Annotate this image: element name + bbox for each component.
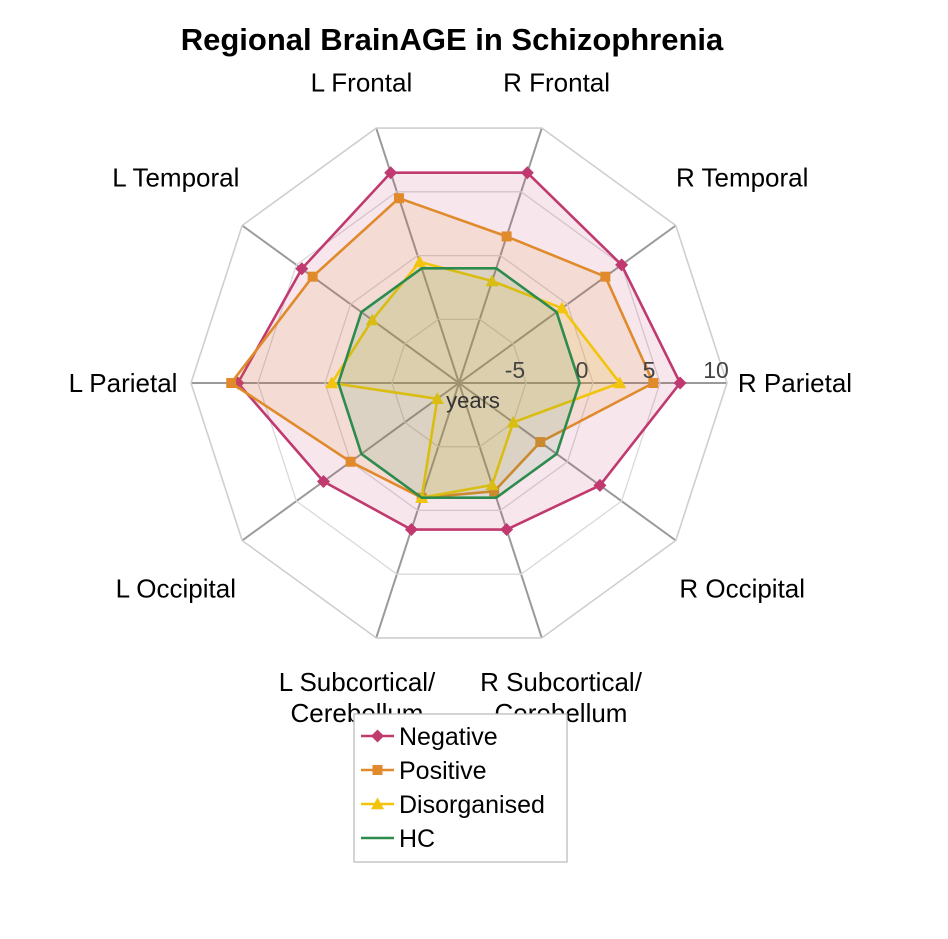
category-label-l-occipital: L Occipital: [116, 574, 236, 604]
point-disorganised-r-temporal: [555, 301, 569, 314]
category-label-line: R Temporal: [676, 162, 808, 192]
series-fill-hc: [338, 268, 580, 498]
category-label-line: L Occipital: [116, 574, 236, 604]
category-label-l-temporal: L Temporal: [112, 162, 239, 192]
category-label-r-occipital: R Occipital: [679, 574, 805, 604]
category-label-line: L Frontal: [311, 68, 413, 98]
radar-grid: [190, 127, 728, 639]
tick-label-10: 10: [703, 357, 729, 383]
legend-label-disorganised: Disorganised: [399, 791, 545, 819]
radial-unit-label: years: [446, 388, 500, 413]
tick-labels: -5 0 5 10 years: [446, 357, 729, 413]
point-positive-r-subcortical-cerebellum: [489, 486, 500, 497]
point-disorganised-l-occipital: [430, 392, 444, 404]
point-positive-l-temporal: [307, 271, 318, 282]
point-negative-r-subcortical-cerebellum: [500, 523, 514, 537]
category-label-line: L Subcortical/: [279, 667, 436, 697]
point-disorganised-l-temporal: [365, 313, 379, 326]
legend-label-hc: HC: [399, 825, 435, 853]
tick-label-neg5: -5: [505, 357, 525, 383]
point-disorganised-r-occipital: [506, 415, 520, 428]
point-positive-l-occipital: [345, 456, 356, 467]
grid-ring-neg5: [391, 318, 527, 448]
point-negative-l-occipital: [316, 474, 330, 488]
series-hc: [337, 266, 581, 500]
point-disorganised-l-frontal: [413, 255, 427, 268]
category-label-line: R Frontal: [503, 68, 610, 98]
point-positive-r-frontal: [501, 231, 512, 242]
category-label-l-frontal: L Frontal: [311, 68, 413, 98]
category-label-l-parietal: L Parietal: [69, 368, 178, 398]
point-positive-l-frontal: [393, 193, 404, 204]
tick-label-5: 5: [643, 357, 656, 383]
point-positive-r-temporal: [600, 271, 611, 282]
point-positive-r-occipital: [535, 437, 546, 448]
grid-ring-0: [324, 254, 594, 512]
grid-ring-10: [190, 127, 728, 639]
series-line-hc: [337, 266, 581, 500]
category-label-r-frontal: R Frontal: [503, 68, 610, 98]
legend-item-disorganised: Disorganised: [361, 791, 545, 819]
point-negative-r-occipital: [593, 478, 607, 492]
category-label-r-parietal: R Parietal: [738, 368, 852, 398]
legend-marker-negative: [371, 729, 384, 743]
grid-ring-5: [257, 191, 661, 575]
legend-item-hc: HC: [361, 825, 435, 853]
series-fill-disorganised: [331, 261, 620, 498]
legend-label-negative: Negative: [399, 723, 498, 751]
category-label-line: L Parietal: [69, 368, 178, 398]
category-label-r-subcortical-cerebellum: R Subcortical/Cerebellum: [480, 667, 643, 728]
point-disorganised-r-frontal: [485, 274, 499, 287]
point-disorganised-r-parietal: [613, 376, 627, 389]
series-fill-positive: [231, 198, 654, 498]
point-negative-r-temporal: [615, 258, 629, 272]
legend-item-negative: Negative: [361, 723, 498, 751]
category-label-line: L Temporal: [112, 162, 239, 192]
category-label-line: R Subcortical/: [480, 667, 643, 697]
point-negative-r-frontal: [520, 166, 534, 180]
point-negative-r-parietal: [673, 376, 687, 390]
series-layer: [226, 166, 687, 537]
tick-label-0: 0: [576, 357, 589, 383]
legend-marker-positive: [372, 765, 383, 775]
point-positive-r-parietal: [648, 378, 659, 388]
point-disorganised-r-subcortical-cerebellum: [485, 478, 499, 491]
point-negative-l-frontal: [384, 166, 398, 180]
point-positive-l-parietal: [226, 378, 237, 388]
category-label-line: R Occipital: [679, 574, 805, 604]
series-positive: [226, 193, 659, 503]
category-label-line: R Parietal: [738, 368, 852, 398]
series-disorganised: [325, 255, 627, 503]
point-negative-l-subcortical-cerebellum: [404, 523, 418, 537]
point-disorganised-l-parietal: [325, 376, 339, 389]
legend-item-positive: Positive: [361, 757, 487, 785]
legend-marker-disorganised: [371, 797, 384, 810]
category-label-r-temporal: R Temporal: [676, 162, 808, 192]
point-negative-l-temporal: [295, 262, 309, 276]
chart-title: Regional BrainAGE in Schizophrenia: [181, 22, 724, 57]
legend-label-positive: Positive: [399, 757, 487, 785]
legend: Negative Positive Disorganised HC: [353, 713, 568, 863]
